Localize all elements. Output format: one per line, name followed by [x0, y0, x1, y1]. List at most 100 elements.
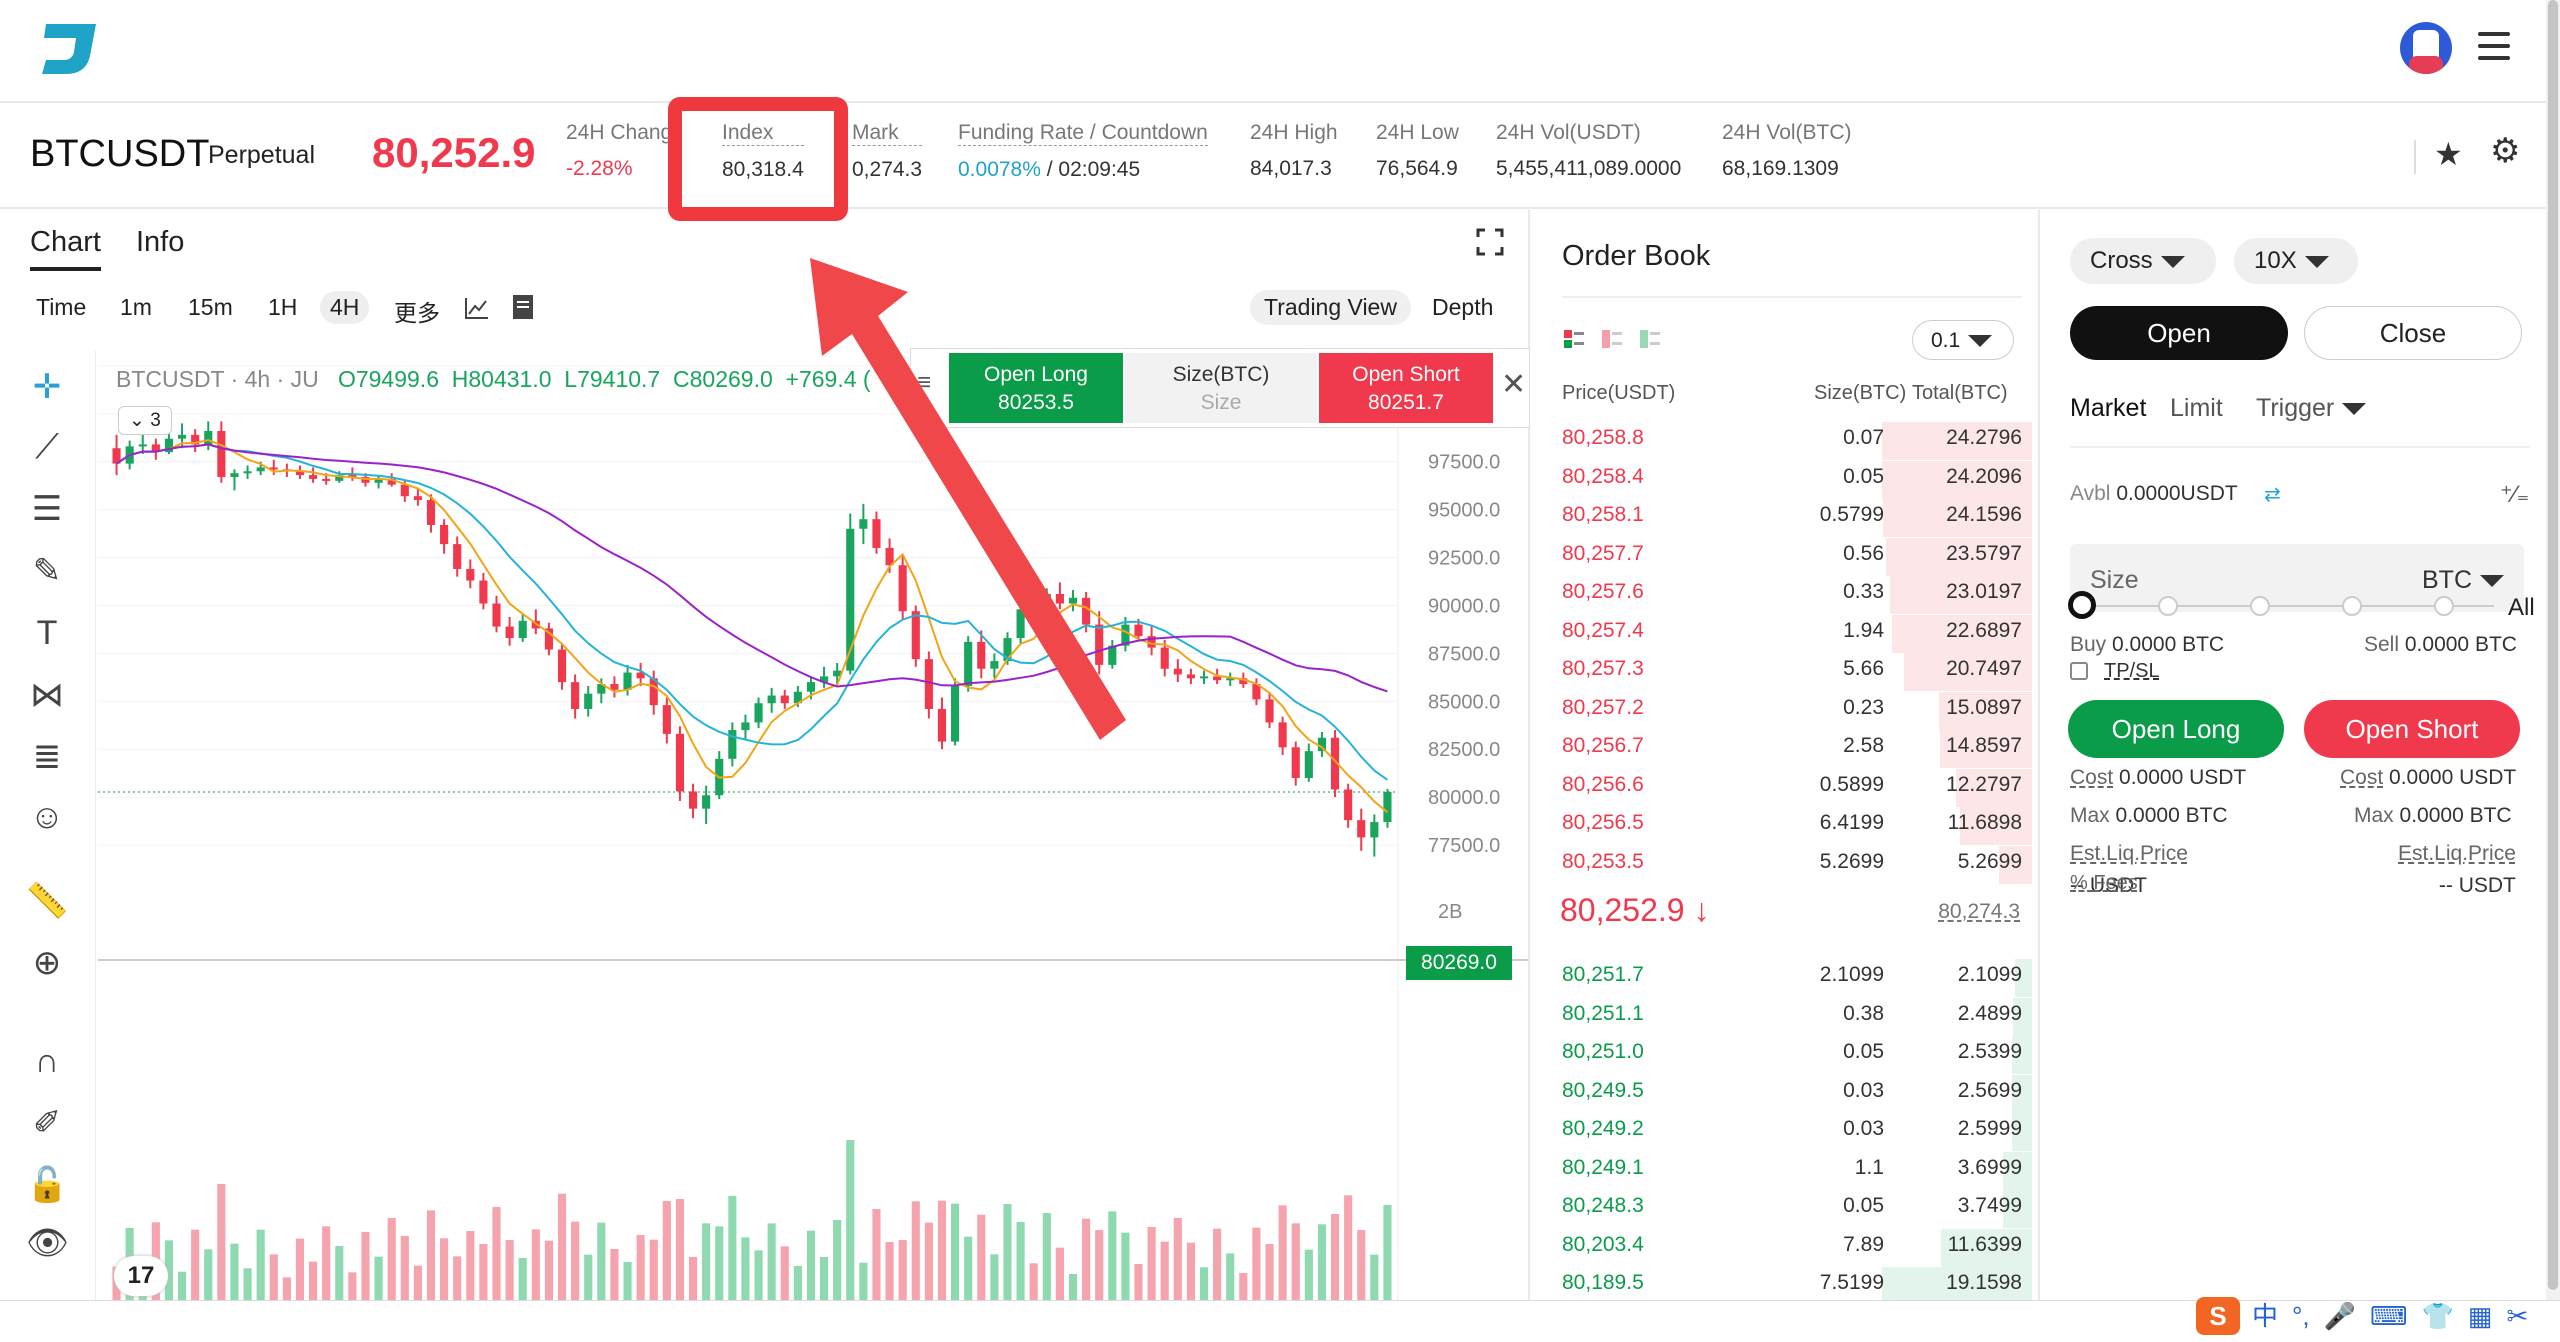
candle-body	[269, 467, 278, 470]
lock-drawing-icon[interactable]: ✐	[32, 1104, 62, 1142]
close-tab[interactable]: Close	[2304, 306, 2522, 360]
slider-step-25[interactable]	[2158, 596, 2178, 616]
order-type-trigger[interactable]: Trigger	[2256, 394, 2367, 423]
ask-row[interactable]: 80,258.1 0.5799 24.1596	[1532, 499, 2040, 537]
star-icon[interactable]: ★	[2434, 136, 2463, 172]
tf-1h[interactable]: 1H	[268, 294, 298, 320]
quick-open-short-button[interactable]: Open Short 80251.7	[1319, 353, 1493, 423]
bid-row[interactable]: 80,251.7 2.1099 2.1099	[1532, 959, 2040, 997]
tf-4h[interactable]: 4H	[320, 291, 370, 324]
slider-step-100[interactable]	[2434, 596, 2454, 616]
skin-icon[interactable]: 👕	[2421, 1301, 2454, 1331]
j-logo-icon[interactable]	[38, 20, 100, 78]
template-icon[interactable]	[512, 294, 534, 320]
depth-bar	[2012, 1074, 2032, 1113]
tools-icon[interactable]: ✂	[2506, 1301, 2529, 1331]
leverage-select[interactable]: 10X	[2234, 238, 2358, 284]
ime-punct[interactable]: °,	[2292, 1301, 2310, 1331]
slider-step-75[interactable]	[2342, 596, 2362, 616]
close-icon[interactable]: ✕	[1501, 368, 1527, 401]
sogou-icon[interactable]: S	[2196, 1297, 2240, 1335]
scrollbar-thumb[interactable]	[2548, 0, 2558, 1290]
fullscreen-icon[interactable]	[1476, 228, 1504, 256]
ask-row[interactable]: 80,258.8 0.07 24.2796	[1532, 422, 2040, 460]
slider-all-label[interactable]: All	[2508, 594, 2535, 621]
gear-icon[interactable]: ⚙	[2490, 132, 2521, 170]
margin-mode-select[interactable]: Cross	[2070, 238, 2216, 284]
drag-handle-icon[interactable]: ≡	[917, 369, 932, 396]
trendline-icon[interactable]: ⟋	[35, 428, 59, 466]
candlestick-chart[interactable]: 102500.0100000.097500.095000.092500.0900…	[98, 350, 1528, 1300]
tab-chart[interactable]: Chart	[30, 226, 101, 271]
bid-row[interactable]: 80,251.0 0.05 2.5399	[1532, 1036, 2040, 1074]
bid-row[interactable]: 80,248.3 0.05 3.7499	[1532, 1190, 2040, 1228]
ask-row[interactable]: 80,256.5 6.4199 11.6898	[1532, 807, 2040, 845]
bid-row[interactable]: 80,249.1 1.1 3.6999	[1532, 1151, 2040, 1190]
order-type-limit[interactable]: Limit	[2170, 394, 2223, 422]
bid-row[interactable]: 80,189.5 7.5199 19.1598	[1532, 1267, 2040, 1305]
open-tab[interactable]: Open	[2070, 306, 2288, 360]
bid-row[interactable]: 80,203.4 7.89 11.6399	[1532, 1228, 2040, 1267]
ask-row[interactable]: 80,253.5 5.2699 5.2699	[1532, 845, 2040, 884]
tpsl-label[interactable]: TP/SL	[2104, 660, 2160, 682]
tpsl-checkbox[interactable]	[2070, 662, 2088, 680]
avatar-icon[interactable]	[2400, 22, 2452, 74]
fees-link[interactable]: % Fees	[2070, 872, 2138, 894]
open-long-button[interactable]: Open Long	[2068, 700, 2284, 758]
indicator-toggle[interactable]: ⌄ 3	[118, 406, 172, 435]
ask-row[interactable]: 80,257.6 0.33 23.0197	[1532, 576, 2040, 614]
bids-only-icon[interactable]	[1640, 330, 1660, 348]
ask-row[interactable]: 80,257.7 0.56 23.5797	[1532, 537, 2040, 576]
order-type-market[interactable]: Market	[2070, 394, 2147, 422]
ime-lang[interactable]: 中	[2252, 1301, 2279, 1331]
bid-row[interactable]: 80,249.2 0.03 2.5999	[1532, 1113, 2040, 1151]
hamburger-menu-icon[interactable]	[2478, 32, 2510, 60]
ruler-icon[interactable]: 📏	[26, 882, 69, 920]
fib-lines-icon[interactable]: ☰	[31, 490, 63, 528]
text-icon[interactable]: T	[36, 614, 58, 652]
calculator-icon[interactable]: ⁺∕₌	[2500, 481, 2530, 508]
volume-bar	[387, 1218, 396, 1300]
apps-icon[interactable]: ▦	[2467, 1301, 2493, 1331]
ask-row[interactable]: 80,258.4 0.05 24.2096	[1532, 460, 2040, 499]
eye-icon[interactable]: 👁	[26, 1224, 70, 1262]
ask-row[interactable]: 80,257.4 1.94 22.6897	[1532, 614, 2040, 653]
transfer-icon[interactable]: ⇄	[2264, 484, 2281, 506]
precision-select[interactable]: 0.1	[1912, 320, 2014, 360]
brush-icon[interactable]: ✎	[32, 552, 62, 590]
ask-row[interactable]: 80,256.6 0.5899 12.2797	[1532, 768, 2040, 807]
emoji-icon[interactable]: ☺	[29, 798, 65, 836]
tab-info[interactable]: Info	[136, 226, 185, 258]
quick-size-input[interactable]: Size(BTC) Size	[1125, 353, 1317, 423]
crosshair-icon[interactable]: ✛	[32, 368, 62, 406]
keyboard-icon[interactable]: ⌨	[2370, 1301, 2408, 1331]
tf-1m[interactable]: 1m	[120, 294, 152, 320]
tf-time[interactable]: Time	[36, 294, 87, 320]
tf-15m[interactable]: 15m	[188, 294, 233, 320]
unlock-icon[interactable]: 🔓	[26, 1166, 69, 1204]
pattern-icon[interactable]: ⋈	[30, 676, 64, 714]
open-short-button[interactable]: Open Short	[2304, 700, 2520, 758]
magnet-icon[interactable]: ∩	[34, 1042, 60, 1080]
both-sides-icon[interactable]	[1564, 330, 1584, 348]
tf-more[interactable]: 更多	[394, 300, 440, 326]
slider-handle[interactable]	[2068, 591, 2096, 619]
bid-row[interactable]: 80,249.5 0.03 2.5699	[1532, 1074, 2040, 1113]
size-input[interactable]: Size BTC	[2070, 544, 2524, 612]
asks-only-icon[interactable]	[1602, 330, 1622, 348]
ask-row[interactable]: 80,257.2 0.23 15.0897	[1532, 691, 2040, 730]
symbol-name[interactable]: BTCUSDT	[30, 133, 210, 175]
trading-view-button[interactable]: Trading View	[1250, 290, 1411, 325]
slider-step-50[interactable]	[2250, 596, 2270, 616]
forecast-icon[interactable]: ≣	[32, 738, 62, 776]
mic-icon[interactable]: 🎤	[2323, 1301, 2357, 1331]
ask-row[interactable]: 80,257.3 5.66 20.7497	[1532, 653, 2040, 691]
depth-button[interactable]: Depth	[1432, 294, 1494, 320]
indicator-icon[interactable]	[464, 296, 490, 320]
ask-row[interactable]: 80,256.7 2.58 14.8597	[1532, 730, 2040, 768]
size-slider-track[interactable]	[2082, 605, 2494, 607]
quick-open-long-button[interactable]: Open Long 80253.5	[949, 353, 1123, 423]
zoom-in-icon[interactable]: ⊕	[32, 944, 62, 982]
candle-body	[597, 684, 606, 694]
bid-row[interactable]: 80,251.1 0.38 2.4899	[1532, 997, 2040, 1036]
